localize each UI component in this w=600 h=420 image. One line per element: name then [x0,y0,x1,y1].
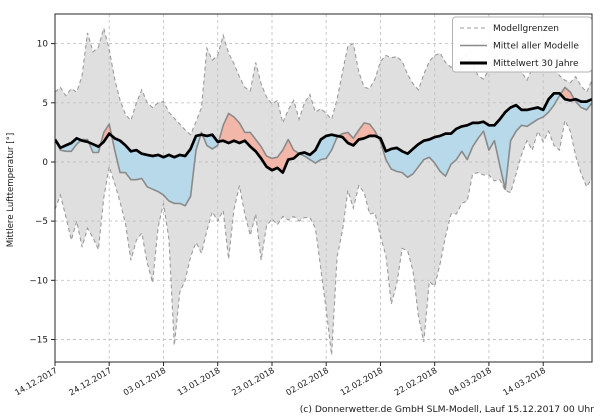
legend-label-model-mean: Mittel aller Modelle [493,42,579,52]
y-axis-label: Mittlere Lufttemperatur [°] [6,133,16,248]
plot-border [54,13,593,363]
y-tick-label: −5 [35,217,48,227]
x-tick-label: 14.03.2018 [501,365,547,397]
x-tick-label: 23.01.2018 [230,365,276,397]
x-tick-label: 12.02.2018 [338,365,384,397]
x-tick-label: 02.02.2018 [284,365,330,397]
legend: Modellgrenzen Mittel aller Modelle Mitte… [452,16,592,73]
legend-label-mean30: Mittelwert 30 Jahre [493,59,579,69]
x-tick-label: 04.03.2018 [447,365,493,397]
cold-anomaly-fill [55,93,592,206]
series-model-mean [55,86,592,207]
x-tick-label: 13.01.2018 [176,365,222,397]
y-tick-label: −15 [29,336,48,346]
series-lines [55,86,592,207]
copyright-credit: (c) Donnerwetter.de GmbH SLM-Modell, Lau… [300,404,595,415]
anomaly-fills [55,87,592,206]
series-30y-mean [55,91,592,174]
y-tick-label: 10 [37,40,49,50]
model-spread-band [55,26,592,355]
x-tick-label: 22.02.2018 [393,365,439,397]
legend-box [452,16,592,73]
model-spread-area [55,28,592,355]
x-tick-label: 03.01.2018 [121,365,167,397]
y-tick-label: −10 [29,276,48,286]
y-tick-label: 5 [42,99,48,109]
x-tick-label: 24.12.2017 [67,365,113,397]
legend-label-model-bounds: Modellgrenzen [493,24,559,34]
x-tick-label: 14.12.2017 [13,365,59,397]
y-tick-label: 0 [42,158,48,168]
series-model-lower-bound [55,118,592,355]
